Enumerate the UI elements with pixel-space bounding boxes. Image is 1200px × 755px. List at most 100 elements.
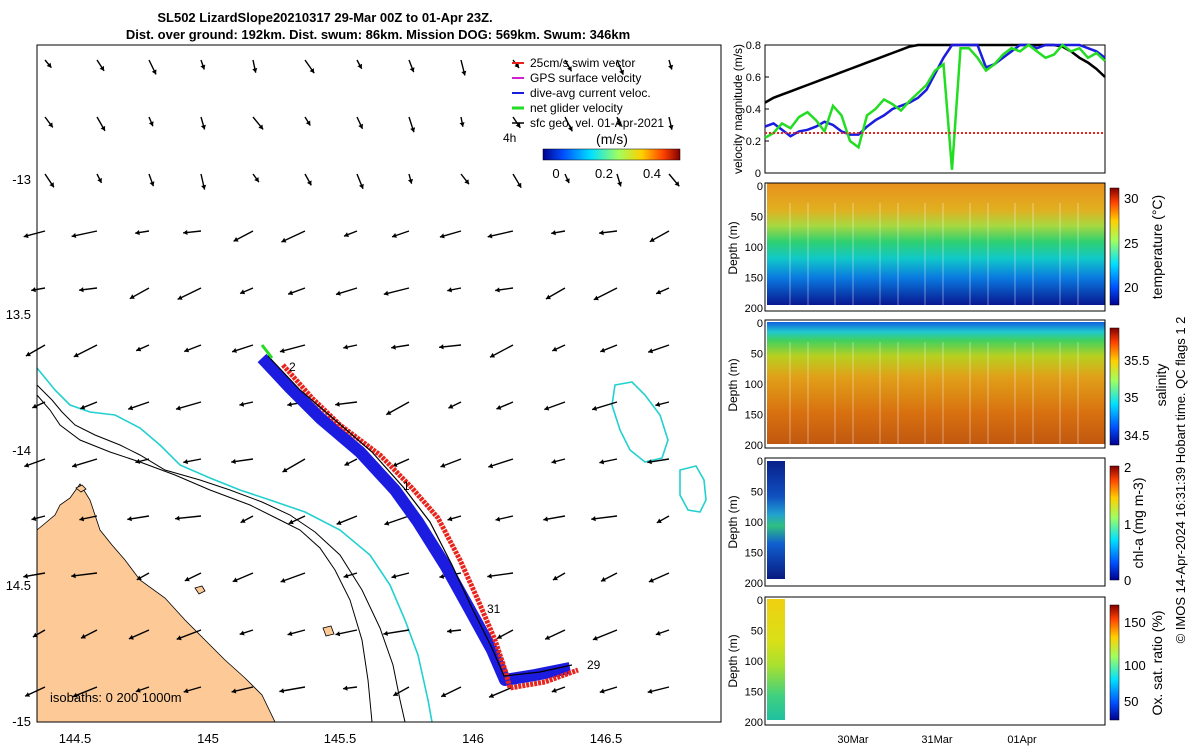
arrow-head xyxy=(552,575,558,581)
y-tick-label: 0.6 xyxy=(746,72,761,84)
arrow-head xyxy=(46,62,52,68)
map-y-tick: -13 xyxy=(12,172,31,187)
arrow-head xyxy=(447,287,452,293)
arrow-head xyxy=(344,232,349,237)
velocity-line xyxy=(764,43,1106,170)
map-x-tick: 145 xyxy=(197,731,219,746)
date-tick: 31Mar xyxy=(921,734,953,746)
arrow-head xyxy=(495,287,500,293)
geostrophic-arrow xyxy=(591,401,618,411)
date-tick: 30Mar xyxy=(837,734,869,746)
arrow-head xyxy=(496,405,502,410)
arrow-head xyxy=(177,295,183,300)
arrow-head xyxy=(135,458,141,464)
oxygen-panel: 150 100 50 Ox. sat. ratio (%) 30Mar 31Ma… xyxy=(764,596,1165,746)
colorbar-title: (m/s) xyxy=(596,131,628,147)
arrow-head xyxy=(648,348,654,354)
arrow-head xyxy=(175,515,180,521)
arrow-head xyxy=(647,459,652,465)
arrow-head xyxy=(72,462,77,468)
arrow-head xyxy=(393,691,399,696)
geostrophic-arrow xyxy=(385,401,410,416)
arrow-head xyxy=(343,344,348,350)
arrow-head xyxy=(183,459,188,465)
arrow-head xyxy=(25,351,31,357)
arrow-head xyxy=(343,573,349,579)
arrow-head xyxy=(151,69,157,75)
arrow-head xyxy=(48,122,53,128)
island xyxy=(322,625,335,637)
depth-tick: 0 xyxy=(757,595,763,607)
arrow-head xyxy=(279,348,285,354)
arrow-head xyxy=(591,516,596,522)
legend-label: sfc geo. vel. 01-Apr-2021 xyxy=(530,116,664,130)
colorbar-tick: 20 xyxy=(1124,280,1138,295)
arrow-head xyxy=(490,352,495,358)
depth-ylabel: Depth (m) xyxy=(726,358,740,411)
arrow-head xyxy=(336,290,341,296)
panel-frame xyxy=(764,457,1106,587)
arrow-head xyxy=(617,181,622,187)
map-panel: 2 1 31 29 25cm/s swim vector GPS surface… xyxy=(6,44,722,746)
arrow-head xyxy=(439,573,445,579)
geostrophic-arrow xyxy=(593,287,618,301)
arrow-head xyxy=(386,410,392,415)
geostrophic-arrow xyxy=(487,572,514,578)
arrow-head xyxy=(343,685,348,691)
arrow-head xyxy=(176,405,181,411)
colorbar-label: temperature (°C) xyxy=(1149,195,1165,299)
depth-axes: Depth (m) Depth (m) Depth (m) Depth (m) … xyxy=(726,181,763,729)
arrow-head xyxy=(448,403,454,409)
track-label: 29 xyxy=(587,658,601,672)
depth-tick: 100 xyxy=(745,379,763,391)
arrow-head xyxy=(495,516,501,522)
dive-avg-current-track xyxy=(257,353,572,686)
depth-tick: 50 xyxy=(751,212,763,224)
arrow-head xyxy=(514,63,519,68)
oxygen-section xyxy=(767,599,785,720)
isobath-note: isobaths: 0 200 1000m xyxy=(50,690,182,705)
geostrophic-arrow xyxy=(71,572,98,577)
geostrophic-arrow xyxy=(175,401,202,410)
colorbar-tick: 50 xyxy=(1124,694,1138,709)
arrow-head xyxy=(384,520,390,526)
depth-tick: 200 xyxy=(745,440,763,452)
geostrophic-arrow xyxy=(487,230,514,238)
temperature-panel: 30 25 20 temperature (°C) xyxy=(764,182,1165,312)
y-tick-label: 0.4 xyxy=(746,104,761,116)
colorbar-tick: 25 xyxy=(1124,236,1138,251)
arrow-head xyxy=(543,516,548,522)
arrow-head xyxy=(447,628,452,634)
isobath-1000m xyxy=(36,367,433,723)
chl-section xyxy=(767,461,785,579)
legend-extra: 4h xyxy=(503,131,516,145)
panel-frame xyxy=(764,319,1106,449)
colorbar-tick: 0.2 xyxy=(595,166,613,181)
arrow-head xyxy=(71,233,77,238)
depth-ylabel: Depth (m) xyxy=(726,495,740,548)
colorbar-tick: 100 xyxy=(1124,658,1146,673)
arrow-head xyxy=(200,124,206,130)
arrow-head xyxy=(441,692,447,698)
velocity-plot-area xyxy=(764,44,1106,174)
isobath-0m xyxy=(36,384,406,723)
map-y-axis: -13 13.5 -14 14.5 -15 xyxy=(6,172,31,729)
arrow-head xyxy=(201,184,207,190)
arrow-head xyxy=(335,401,340,407)
map-x-tick: 144.5 xyxy=(59,731,92,746)
geostrophic-arrow xyxy=(384,515,410,526)
colorbar-tick: 150 xyxy=(1124,615,1146,630)
arrow-head xyxy=(135,687,141,693)
arrow-head xyxy=(288,519,294,525)
arrow-head xyxy=(176,635,182,641)
velocity-ylabel: velocity magnitude (m/s) xyxy=(731,44,745,174)
depth-tick: 100 xyxy=(745,242,763,254)
arrow-head xyxy=(357,63,362,69)
colorbar-tick: 30 xyxy=(1124,191,1138,206)
depth-tick: 100 xyxy=(745,656,763,668)
legend-label: net glider velocity xyxy=(530,101,623,115)
arrow-head xyxy=(129,294,135,299)
arrow-head xyxy=(240,518,246,523)
